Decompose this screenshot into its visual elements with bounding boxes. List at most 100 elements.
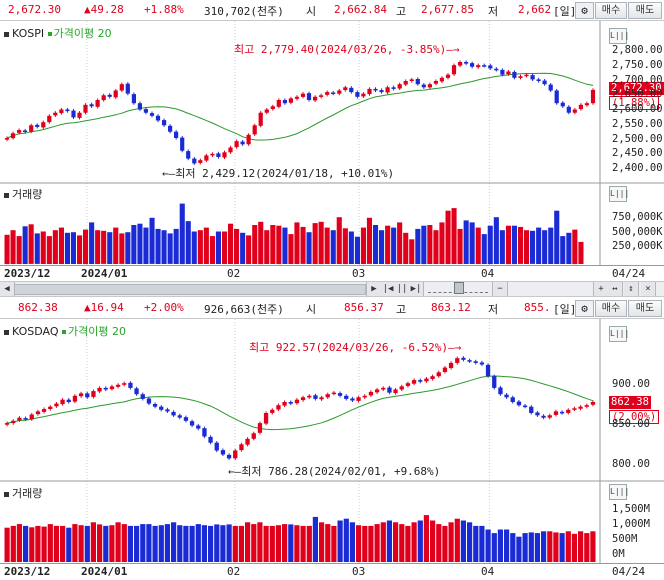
- candle: [506, 71, 511, 75]
- candle: [134, 388, 139, 395]
- kospi-period-button[interactable]: [일]: [553, 5, 577, 18]
- candle: [47, 115, 52, 123]
- kosdaq-chart[interactable]: [0, 319, 664, 564]
- candle: [492, 376, 497, 388]
- kospi-chart[interactable]: [0, 21, 664, 266]
- volume-bar: [127, 525, 133, 562]
- volume-bar: [325, 524, 331, 562]
- kosdaq-open-label: 시: [306, 303, 317, 316]
- volume-bar: [66, 527, 72, 562]
- kosdaq-low-annotation: ←—최저 786.28(2024/02/01, +9.68%): [228, 463, 440, 479]
- candle: [128, 382, 133, 388]
- kospi-volume-title: 거래량: [4, 186, 42, 202]
- kosdaq-period-button[interactable]: [일]: [553, 303, 577, 316]
- close-icon[interactable]: ×: [641, 282, 656, 296]
- volume-bar: [504, 529, 510, 562]
- buy-button[interactable]: 매수: [595, 300, 627, 317]
- kospi-ma-label: 가격이평 20: [53, 27, 112, 40]
- price-axis-tick: 2,750.00: [612, 58, 663, 71]
- candle: [578, 406, 583, 409]
- vol-scale-toggle[interactable]: L|||: [609, 484, 629, 500]
- candle: [220, 450, 226, 455]
- expand-icon[interactable]: ↕: [624, 282, 639, 296]
- candle: [282, 402, 287, 406]
- settings-gear-icon[interactable]: ⚙: [575, 2, 594, 19]
- volume-bar: [505, 225, 511, 265]
- volume-bar: [275, 525, 281, 562]
- candle: [504, 394, 509, 398]
- volume-bar: [566, 232, 572, 264]
- candle: [276, 100, 281, 107]
- settings-gear-icon[interactable]: ⚙: [575, 300, 594, 317]
- chart-scrollbar[interactable]: ◀ ▶ |◀ || ▶| − + ↔ ↕ ×: [0, 281, 664, 297]
- candle: [500, 69, 505, 75]
- volume-bar: [294, 525, 300, 562]
- scroll-left-icon[interactable]: ◀: [0, 282, 15, 296]
- log-scale-toggle[interactable]: L|||: [609, 28, 629, 44]
- candle: [119, 84, 124, 91]
- volume-bar: [95, 230, 101, 264]
- candle: [439, 77, 444, 82]
- volume-bar: [467, 522, 473, 562]
- candle: [222, 152, 227, 158]
- candle: [584, 103, 589, 106]
- candle: [535, 412, 540, 416]
- candle: [488, 65, 493, 69]
- play-back-icon[interactable]: |◀: [381, 282, 396, 296]
- volume-bar: [524, 230, 530, 264]
- volume-axis-tick: 500,000K: [612, 225, 663, 238]
- volume-bar: [34, 233, 40, 264]
- scroll-right-icon[interactable]: ▶: [366, 282, 382, 296]
- volume-bar: [146, 524, 152, 562]
- volume-axis-tick: 500M: [612, 533, 638, 545]
- volume-bar: [427, 225, 433, 264]
- play-forward-icon[interactable]: ▶|: [409, 282, 424, 296]
- scroll-thumb[interactable]: [14, 284, 366, 295]
- candle: [411, 380, 417, 384]
- volume-bar: [72, 524, 78, 562]
- candle: [103, 387, 108, 390]
- zoom-in-icon[interactable]: +: [593, 282, 609, 296]
- sell-button[interactable]: 매도: [628, 300, 662, 317]
- candle: [214, 442, 219, 451]
- restore-icon[interactable]: ↔: [608, 282, 623, 296]
- candle: [171, 411, 176, 416]
- volume-bar: [436, 524, 442, 562]
- volume-bar: [324, 227, 330, 264]
- volume-bar: [84, 525, 90, 562]
- volume-bar: [89, 222, 95, 264]
- zoom-slider-handle[interactable]: [454, 282, 464, 294]
- volume-bar: [548, 227, 554, 264]
- zoom-out-icon[interactable]: −: [492, 282, 508, 296]
- candle: [385, 87, 390, 93]
- volume-bar: [423, 515, 429, 562]
- buy-button[interactable]: 매수: [595, 2, 627, 19]
- volume-bar: [158, 525, 164, 562]
- kospi-volume: 310,702(천주): [204, 5, 284, 18]
- candle: [590, 402, 596, 405]
- volume-bar: [197, 230, 203, 264]
- zoom-slider[interactable]: [428, 282, 488, 294]
- candle: [216, 153, 221, 157]
- volume-bar: [491, 533, 497, 562]
- log-scale-toggle[interactable]: L|||: [609, 326, 629, 342]
- candle: [122, 383, 127, 385]
- vol-scale-toggle[interactable]: L|||: [609, 186, 629, 202]
- volume-bar: [134, 525, 140, 562]
- candle: [186, 151, 191, 159]
- candle: [210, 153, 215, 156]
- candle: [226, 454, 232, 459]
- candle: [300, 93, 306, 97]
- volume-bar: [445, 210, 451, 264]
- candle: [95, 100, 100, 107]
- kosdaq-date-axis: 2023/12 2024/01 02 03 04 04/24: [0, 563, 664, 580]
- candle: [356, 397, 361, 401]
- volume-bar: [245, 522, 251, 562]
- candle: [494, 68, 499, 71]
- candle: [409, 79, 414, 81]
- kospi-title-text: KOSPI: [12, 27, 45, 40]
- pause-icon[interactable]: ||: [395, 282, 410, 296]
- sell-button[interactable]: 매도: [628, 2, 662, 19]
- volume-bar: [337, 520, 343, 562]
- volume-bar: [528, 532, 534, 562]
